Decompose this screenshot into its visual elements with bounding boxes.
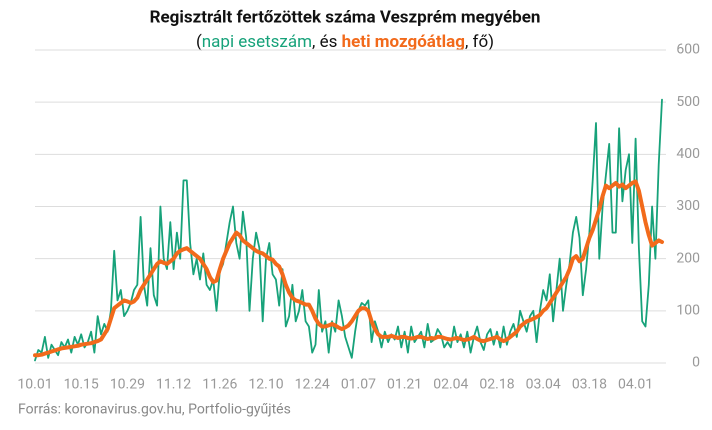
y-tick-label: 300: [676, 198, 700, 214]
x-tick-label: 02.04: [433, 377, 468, 393]
x-tick-label: 12.10: [248, 377, 283, 393]
x-tick-label: 11.12: [156, 377, 191, 393]
subtitle-part: , fő): [465, 32, 494, 52]
x-tick-label: 10.15: [64, 377, 99, 393]
x-tick-label: 10.29: [110, 377, 145, 393]
y-tick-label: 0: [692, 355, 700, 371]
x-tick-label: 02.18: [479, 377, 514, 393]
subtitle-part: , és: [312, 32, 342, 52]
y-tick-label: 400: [676, 146, 700, 162]
series-line: [33, 179, 664, 358]
x-tick-label: 11.26: [202, 377, 237, 393]
subtitle-part: (: [196, 32, 202, 52]
y-tick-label: 200: [676, 250, 700, 266]
x-tick-label: 03.04: [526, 377, 561, 393]
chart-title: Regisztrált fertőzöttek száma Veszprém m…: [150, 7, 541, 27]
x-tick-label: 10.01: [17, 377, 52, 393]
legend-entry: napi esetszám: [202, 32, 312, 52]
y-tick-label: 100: [676, 303, 700, 319]
x-tick-label: 03.18: [572, 377, 607, 393]
series-line: [34, 98, 663, 362]
x-tick-label: 04.01: [618, 377, 653, 393]
chart-subtitle: (napi esetszám, és heti mozgóátlag, fő): [196, 32, 494, 52]
y-tick-label: 600: [676, 42, 700, 58]
y-tick-label: 500: [676, 94, 700, 110]
x-tick-label: 12.24: [295, 377, 330, 393]
x-tick-label: 01.21: [387, 377, 422, 393]
x-tick-label: 01.07: [341, 377, 376, 393]
source: Forrás: koronavirus.gov.hu, Portfolio-gy…: [18, 402, 291, 418]
legend-entry: heti mozgóátlag: [342, 32, 465, 52]
